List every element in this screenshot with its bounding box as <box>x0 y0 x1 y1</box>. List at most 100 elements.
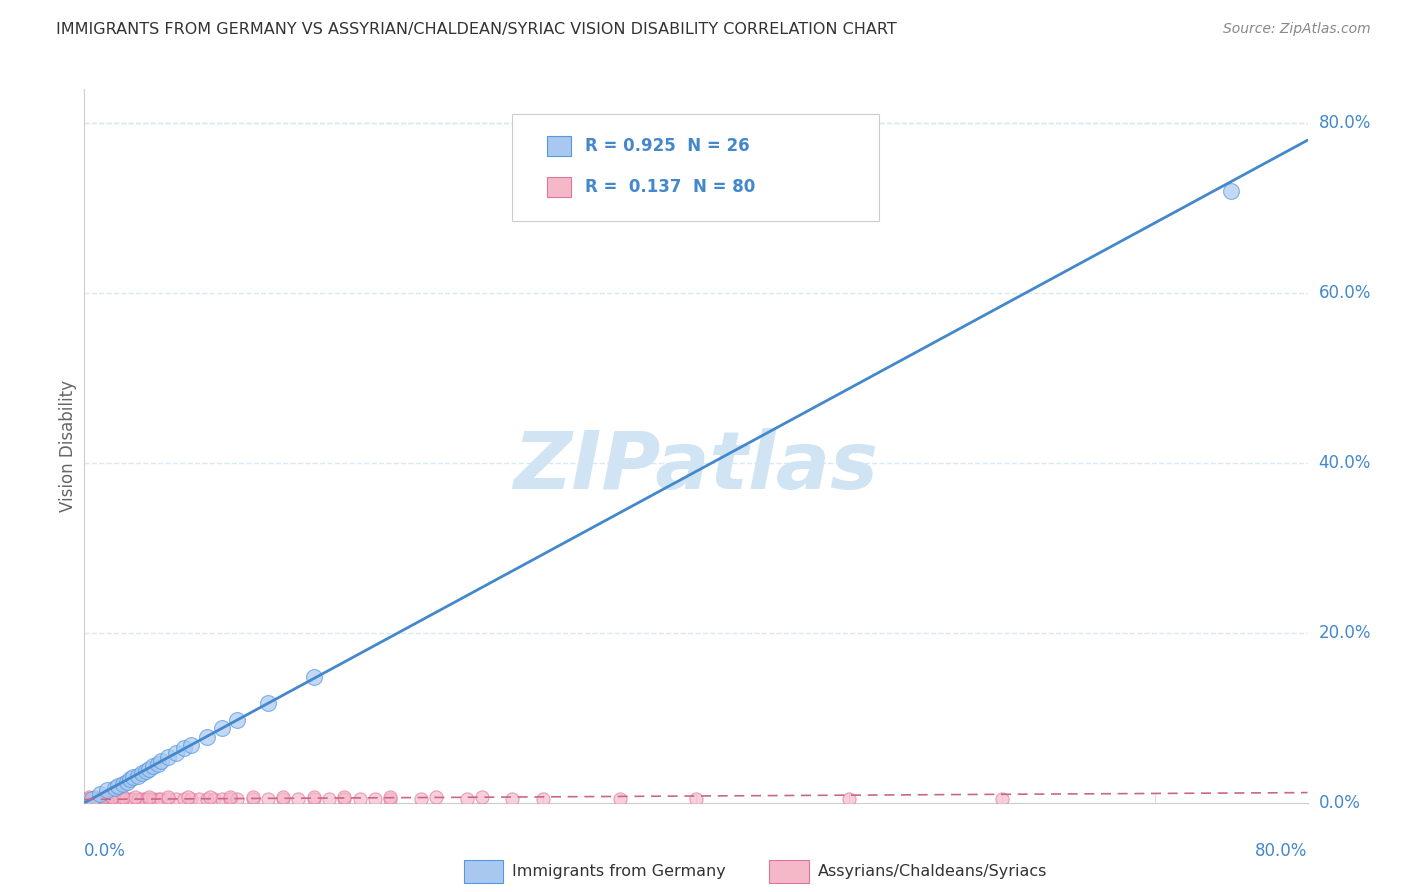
Point <box>77 792 100 806</box>
Point <box>202 792 225 806</box>
Text: 0.0%: 0.0% <box>1319 794 1361 812</box>
Point <box>409 792 432 806</box>
Point <box>124 789 146 804</box>
Point <box>76 792 98 806</box>
Point <box>146 792 169 806</box>
Point <box>135 792 157 806</box>
Point <box>165 746 187 760</box>
Point <box>165 792 187 806</box>
Point <box>142 792 165 806</box>
Point <box>96 792 118 806</box>
Point <box>138 792 160 806</box>
Point <box>89 792 111 806</box>
Point <box>111 777 134 791</box>
Point <box>96 783 118 797</box>
Point <box>77 789 100 804</box>
Point <box>107 792 129 806</box>
Point <box>173 792 195 806</box>
Point <box>89 787 111 801</box>
Point <box>84 792 107 806</box>
Point <box>79 792 101 806</box>
Point <box>502 792 524 806</box>
Text: Immigrants from Germany: Immigrants from Germany <box>512 863 727 879</box>
Point <box>84 789 107 804</box>
Point <box>531 792 554 806</box>
Point <box>271 792 294 806</box>
Point <box>115 774 138 789</box>
Point <box>127 769 149 783</box>
Y-axis label: Vision Disability: Vision Disability <box>59 380 77 512</box>
Point <box>142 759 165 773</box>
Point <box>146 756 169 771</box>
Point <box>456 792 478 806</box>
Point <box>838 792 860 806</box>
Point <box>188 792 211 806</box>
Point <box>122 770 145 784</box>
Bar <box>547 177 571 197</box>
Point <box>226 792 249 806</box>
Point <box>177 789 200 804</box>
Point <box>226 713 249 727</box>
Point <box>218 792 240 806</box>
Point <box>685 792 707 806</box>
Point <box>1220 184 1243 198</box>
Text: 80.0%: 80.0% <box>1256 842 1308 860</box>
Point <box>991 792 1014 806</box>
Point <box>173 741 195 756</box>
Point <box>107 779 129 793</box>
Point <box>380 792 402 806</box>
Point <box>80 792 103 806</box>
Point <box>98 792 121 806</box>
Point <box>111 789 134 804</box>
Point <box>242 789 264 804</box>
Point <box>94 792 117 806</box>
Point <box>87 792 110 806</box>
Point <box>120 792 142 806</box>
Point <box>195 730 218 744</box>
Point <box>103 792 125 806</box>
Point <box>157 789 180 804</box>
Point <box>333 789 356 804</box>
Point <box>471 789 494 804</box>
Point <box>131 792 153 806</box>
Text: 20.0%: 20.0% <box>1319 624 1371 642</box>
Point <box>135 764 157 778</box>
Point <box>349 792 371 806</box>
Point <box>104 792 127 806</box>
Point <box>302 670 325 684</box>
Point <box>198 789 221 804</box>
Text: ZIPatlas: ZIPatlas <box>513 428 879 507</box>
Point <box>93 792 115 806</box>
Point <box>80 791 103 805</box>
Bar <box>464 860 503 883</box>
Point <box>90 792 112 806</box>
Point <box>108 792 131 806</box>
Point <box>120 772 142 786</box>
Point <box>149 792 172 806</box>
Text: 60.0%: 60.0% <box>1319 284 1371 302</box>
Point <box>83 792 105 806</box>
Point <box>195 792 218 806</box>
Point <box>138 762 160 776</box>
Point <box>91 789 114 804</box>
Point <box>180 792 202 806</box>
Point <box>318 792 340 806</box>
Point <box>157 792 180 806</box>
Point <box>211 721 233 735</box>
Point <box>122 792 145 806</box>
Bar <box>547 136 571 156</box>
Point <box>86 792 108 806</box>
Text: IMMIGRANTS FROM GERMANY VS ASSYRIAN/CHALDEAN/SYRIAC VISION DISABILITY CORRELATIO: IMMIGRANTS FROM GERMANY VS ASSYRIAN/CHAL… <box>56 22 897 37</box>
Point <box>257 792 280 806</box>
Point <box>287 792 309 806</box>
Point <box>425 789 447 804</box>
Point <box>111 792 134 806</box>
Point <box>271 789 294 804</box>
Point <box>364 792 387 806</box>
Point <box>138 789 160 804</box>
FancyBboxPatch shape <box>512 114 880 221</box>
Point <box>302 789 325 804</box>
Text: 80.0%: 80.0% <box>1319 114 1371 132</box>
Point <box>114 792 136 806</box>
Text: R = 0.925  N = 26: R = 0.925 N = 26 <box>585 137 749 155</box>
